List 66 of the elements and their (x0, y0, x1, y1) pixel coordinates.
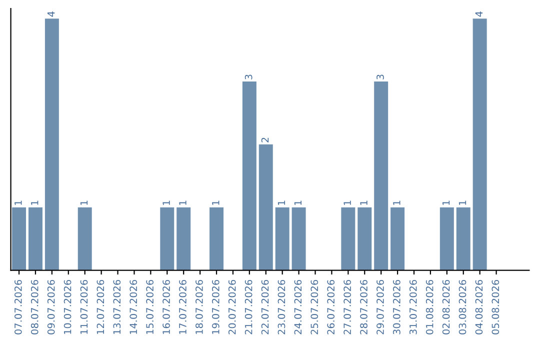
bar (390, 207, 405, 270)
data-label: 1 (458, 200, 466, 205)
x-tick-label: 29.07.2026 (376, 280, 384, 334)
x-tick-label: 10.07.2026 (64, 280, 72, 334)
bar (176, 207, 191, 270)
bar (160, 207, 174, 270)
bar (374, 82, 388, 270)
x-tick-label: 18.07.2026 (196, 280, 203, 334)
x-tick-label: 26.07.2026 (327, 280, 335, 334)
data-label: 4 (475, 12, 483, 17)
x-tick-label: 20.07.2026 (228, 280, 236, 334)
bar (44, 18, 59, 270)
x-tick-label: 08.07.2026 (30, 280, 38, 334)
x-tick-label: 02.08.2026 (442, 280, 450, 334)
x-tick-label: 23.07.2026 (278, 280, 286, 334)
bar (275, 207, 290, 270)
data-label: 1 (278, 200, 286, 205)
x-tick-label: 21.07.2026 (244, 280, 252, 334)
x-tick-label: 25.07.2026 (310, 280, 318, 334)
data-label: 2 (261, 138, 269, 142)
data-label: 1 (212, 200, 220, 205)
x-tick-label: 01.08.2026 (426, 280, 434, 334)
bar (472, 18, 487, 270)
data-label: 3 (244, 74, 252, 80)
bar (358, 207, 372, 270)
bar (258, 144, 273, 270)
x-tick-label: 17.07.2026 (179, 280, 186, 334)
x-tick-label: 19.07.2026 (212, 280, 220, 334)
x-tick-label: 28.07.2026 (360, 280, 368, 334)
data-label: 1 (179, 200, 186, 205)
bar (28, 207, 42, 270)
data-label: 1 (442, 200, 450, 205)
x-tick-label: 03.08.2026 (458, 280, 466, 334)
bar (242, 82, 256, 270)
x-tick-label: 16.07.2026 (162, 280, 170, 334)
data-label: 1 (294, 200, 302, 205)
data-label: 1 (393, 200, 400, 205)
data-label: 1 (31, 200, 38, 205)
x-tick-label: 04.08.2026 (475, 280, 483, 334)
x-tick-label: 05.08.2026 (492, 280, 500, 334)
x-tick-label: 31.07.2026 (409, 280, 417, 334)
data-label: 1 (80, 200, 88, 205)
data-label: 4 (48, 12, 55, 17)
x-tick-label: 09.07.2026 (47, 280, 55, 334)
bar (210, 207, 224, 270)
data-label: 1 (162, 200, 170, 205)
x-tick-label: 15.07.2026 (146, 280, 154, 334)
bar (456, 207, 470, 270)
data-label: 1 (344, 200, 351, 205)
bar (341, 207, 356, 270)
data-label: 1 (360, 200, 368, 205)
bar (440, 207, 454, 270)
x-tick-label: 22.07.2026 (261, 280, 269, 334)
bar (12, 207, 26, 270)
x-tick-label: 13.07.2026 (113, 280, 121, 334)
x-tick-label: 14.07.2026 (130, 280, 138, 334)
x-tick-label: 11.07.2026 (80, 280, 88, 334)
x-tick-label: 07.07.2026 (14, 280, 22, 334)
x-tick-label: 30.07.2026 (393, 280, 400, 334)
data-label: 1 (14, 200, 22, 205)
bar (78, 207, 92, 270)
x-tick-label: 12.07.2026 (96, 280, 104, 334)
data-label: 3 (376, 74, 384, 80)
x-tick-label: 24.07.2026 (294, 280, 302, 334)
bar (292, 207, 306, 270)
x-tick-label: 27.07.2026 (344, 280, 351, 334)
